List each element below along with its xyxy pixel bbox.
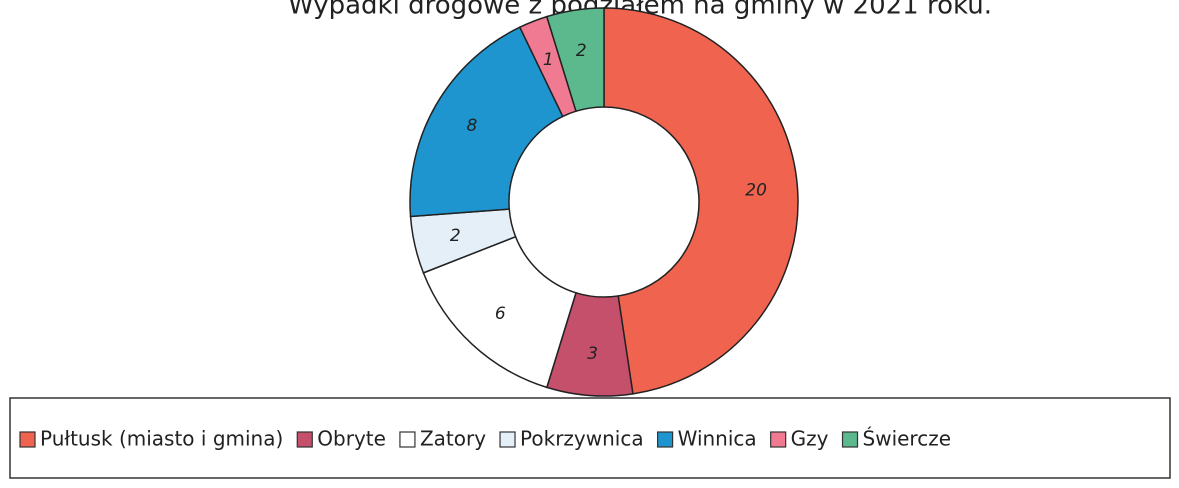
data-label: 20 bbox=[745, 181, 767, 201]
data-label: 3 bbox=[587, 344, 598, 364]
chart-title: Wypadki drogowe z podziałem na gminy w 2… bbox=[288, 0, 992, 21]
donut-slice bbox=[603, 7, 799, 395]
data-label: 8 bbox=[467, 116, 478, 136]
legend-label: Gzy bbox=[791, 427, 829, 451]
legend-swatch bbox=[296, 431, 313, 448]
legend-swatch bbox=[499, 431, 516, 448]
data-label: 2 bbox=[450, 226, 461, 246]
legend-label: Pokrzywnica bbox=[520, 427, 644, 451]
legend-box bbox=[9, 397, 1171, 479]
data-label: 1 bbox=[543, 50, 554, 70]
donut-slice bbox=[545, 7, 605, 113]
donut-slice bbox=[409, 26, 564, 218]
data-label: 2 bbox=[576, 41, 587, 61]
legend-label: Obryte bbox=[317, 427, 386, 451]
legend-swatch bbox=[841, 431, 859, 448]
donut-slice bbox=[422, 235, 577, 389]
legend-swatch bbox=[657, 431, 674, 448]
legend-swatch bbox=[399, 431, 416, 448]
legend-swatch bbox=[770, 431, 787, 448]
legend-label: Pułtusk (miasto i gmina) bbox=[40, 427, 283, 451]
legend-label: Zatory bbox=[420, 427, 486, 451]
data-label: 6 bbox=[495, 304, 506, 324]
legend-swatch bbox=[19, 431, 36, 448]
legend-label: Winnica bbox=[678, 427, 757, 451]
legend-label: Świercze bbox=[863, 427, 952, 451]
